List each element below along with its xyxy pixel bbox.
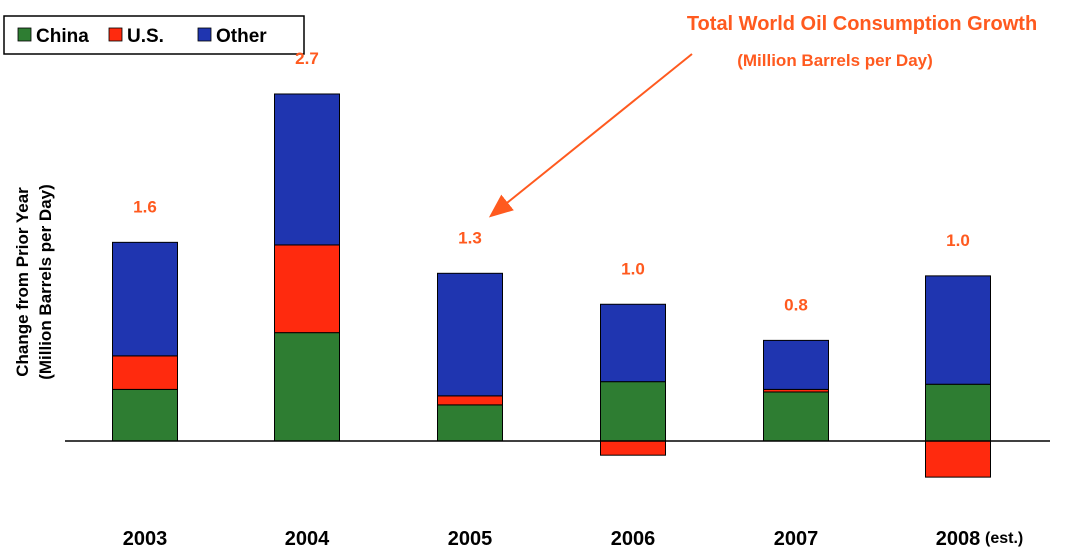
- x-tick-label-2007: 2007: [774, 528, 819, 550]
- bar-china-2008: [925, 383, 991, 442]
- x-tick-label-2005: 2005: [448, 528, 493, 550]
- legend-box: [3, 15, 305, 55]
- bar-other-2006: [600, 303, 666, 383]
- x-tick-label-2004: 2004: [285, 528, 330, 550]
- legend-label-china: China: [36, 26, 89, 47]
- annotation-arrow: [488, 53, 693, 218]
- bar-china-2006: [600, 381, 666, 442]
- y-axis-label-line1: Change from Prior Year: [13, 187, 32, 377]
- bar-other-2003: [112, 241, 178, 357]
- x-tick-label-2006: 2006: [611, 528, 656, 550]
- bar-china-2005: [437, 404, 503, 442]
- total-label-2007: 0.8: [784, 295, 808, 314]
- chart-title: Total World Oil Consumption Growth: [687, 13, 1037, 35]
- total-label-2003: 1.6: [133, 197, 157, 216]
- bar-china-2007: [763, 391, 829, 442]
- legend-swatch-china: [17, 27, 32, 42]
- bar-us-2004: [274, 244, 340, 334]
- legend-swatch-us: [108, 27, 123, 42]
- y-axis-label-line2: (Million Barrels per Day): [36, 184, 55, 380]
- legend-swatch-other: [197, 27, 212, 42]
- bar-other-2005: [437, 272, 503, 397]
- total-label-2006: 1.0: [621, 259, 645, 278]
- x-tick-label-2003: 2003: [123, 528, 168, 550]
- legend-label-other: Other: [216, 26, 267, 47]
- bar-other-2007: [763, 339, 829, 390]
- total-label-2004: 2.7: [295, 49, 319, 68]
- x-tick-label-2008: 2008: [936, 528, 981, 550]
- legend-label-us: U.S.: [127, 26, 164, 47]
- bar-china-2003: [112, 388, 178, 442]
- legend: China U.S. Other: [3, 15, 305, 55]
- bar-other-2004: [274, 93, 340, 246]
- bar-other-2008: [925, 275, 991, 385]
- total-label-2008: 1.0: [946, 231, 970, 250]
- bar-us-2005: [437, 395, 503, 406]
- bar-us-2003: [112, 355, 178, 390]
- labels-group: 1.6 2003 2.7 2004 1.3 2005 1.0 2006 0.8 2007 1.0 20…: [123, 49, 1023, 550]
- bar-us-2006: [600, 440, 666, 456]
- bar-china-2004: [274, 332, 340, 442]
- x-tick-suffix-2008: (est.): [985, 530, 1023, 547]
- bars-group: [112, 93, 991, 478]
- chart-subtitle: (Million Barrels per Day): [737, 51, 933, 70]
- bar-us-2008: [925, 440, 991, 478]
- total-label-2005: 1.3: [458, 228, 482, 247]
